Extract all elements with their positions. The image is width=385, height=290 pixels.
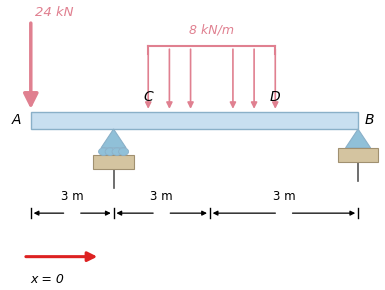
Circle shape [112, 148, 122, 155]
Text: 8 kN/m: 8 kN/m [189, 23, 234, 36]
Text: 3 m: 3 m [273, 190, 295, 203]
Circle shape [119, 148, 129, 155]
Text: 3 m: 3 m [61, 190, 84, 203]
Text: D: D [270, 90, 281, 104]
Text: B: B [365, 113, 375, 127]
Polygon shape [346, 129, 370, 148]
Polygon shape [101, 129, 126, 148]
Text: 24 kN: 24 kN [35, 6, 73, 19]
Text: 3 m: 3 m [151, 190, 173, 203]
Circle shape [99, 148, 109, 155]
Circle shape [105, 148, 115, 155]
Text: C: C [143, 90, 153, 104]
Text: A: A [12, 113, 21, 127]
Bar [93, 155, 134, 169]
Bar [31, 112, 358, 129]
Text: x = 0: x = 0 [31, 273, 65, 286]
Bar [338, 148, 378, 162]
